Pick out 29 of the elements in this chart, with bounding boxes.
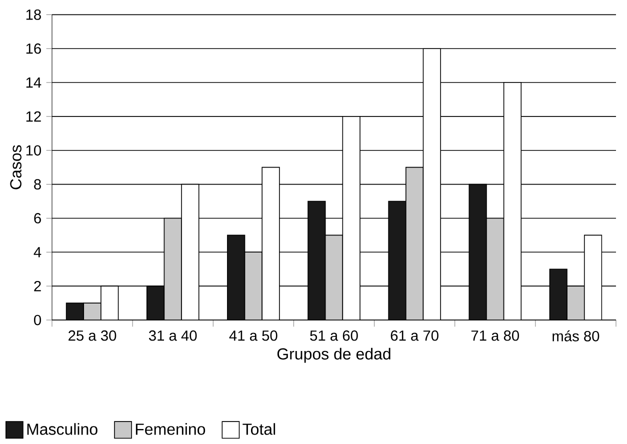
- y-tick-label: 0: [34, 314, 42, 326]
- y-tick-label: 2: [34, 280, 41, 292]
- y-tick-label: 8: [34, 179, 41, 190]
- bar: [486, 218, 504, 320]
- bar: [406, 166, 424, 320]
- bar: [324, 234, 344, 320]
- x-axis-title: Grupos de edad: [277, 348, 390, 363]
- x-tick-label: más 80: [552, 330, 600, 342]
- x-tick-label: 61 a 70: [390, 330, 438, 341]
- y-tick-label: 12: [26, 111, 41, 122]
- bar: [164, 218, 182, 320]
- y-tick-label: 18: [26, 9, 41, 20]
- bar: [566, 286, 585, 320]
- bar: [83, 302, 102, 320]
- legend-label: Masculino: [27, 423, 98, 435]
- legend-label: Total: [242, 423, 276, 435]
- x-tick-label: 41 a 50: [229, 330, 278, 341]
- x-tick-label: 25 a 30: [68, 330, 116, 341]
- x-tick-label: 71 a 80: [471, 330, 520, 341]
- y-tick-label: 4: [34, 247, 42, 258]
- y-tick-label: 6: [34, 213, 41, 224]
- x-tick-label: 31 a 40: [148, 330, 197, 341]
- y-axis-title: Casos: [10, 145, 22, 190]
- x-tick-label: 51 a 60: [310, 330, 358, 341]
- legend-label: Femenino: [136, 423, 206, 435]
- y-tick-label: 10: [26, 145, 42, 156]
- y-tick-label: 14: [26, 77, 42, 88]
- bar: [244, 252, 262, 320]
- y-tick-label: 16: [26, 43, 41, 54]
